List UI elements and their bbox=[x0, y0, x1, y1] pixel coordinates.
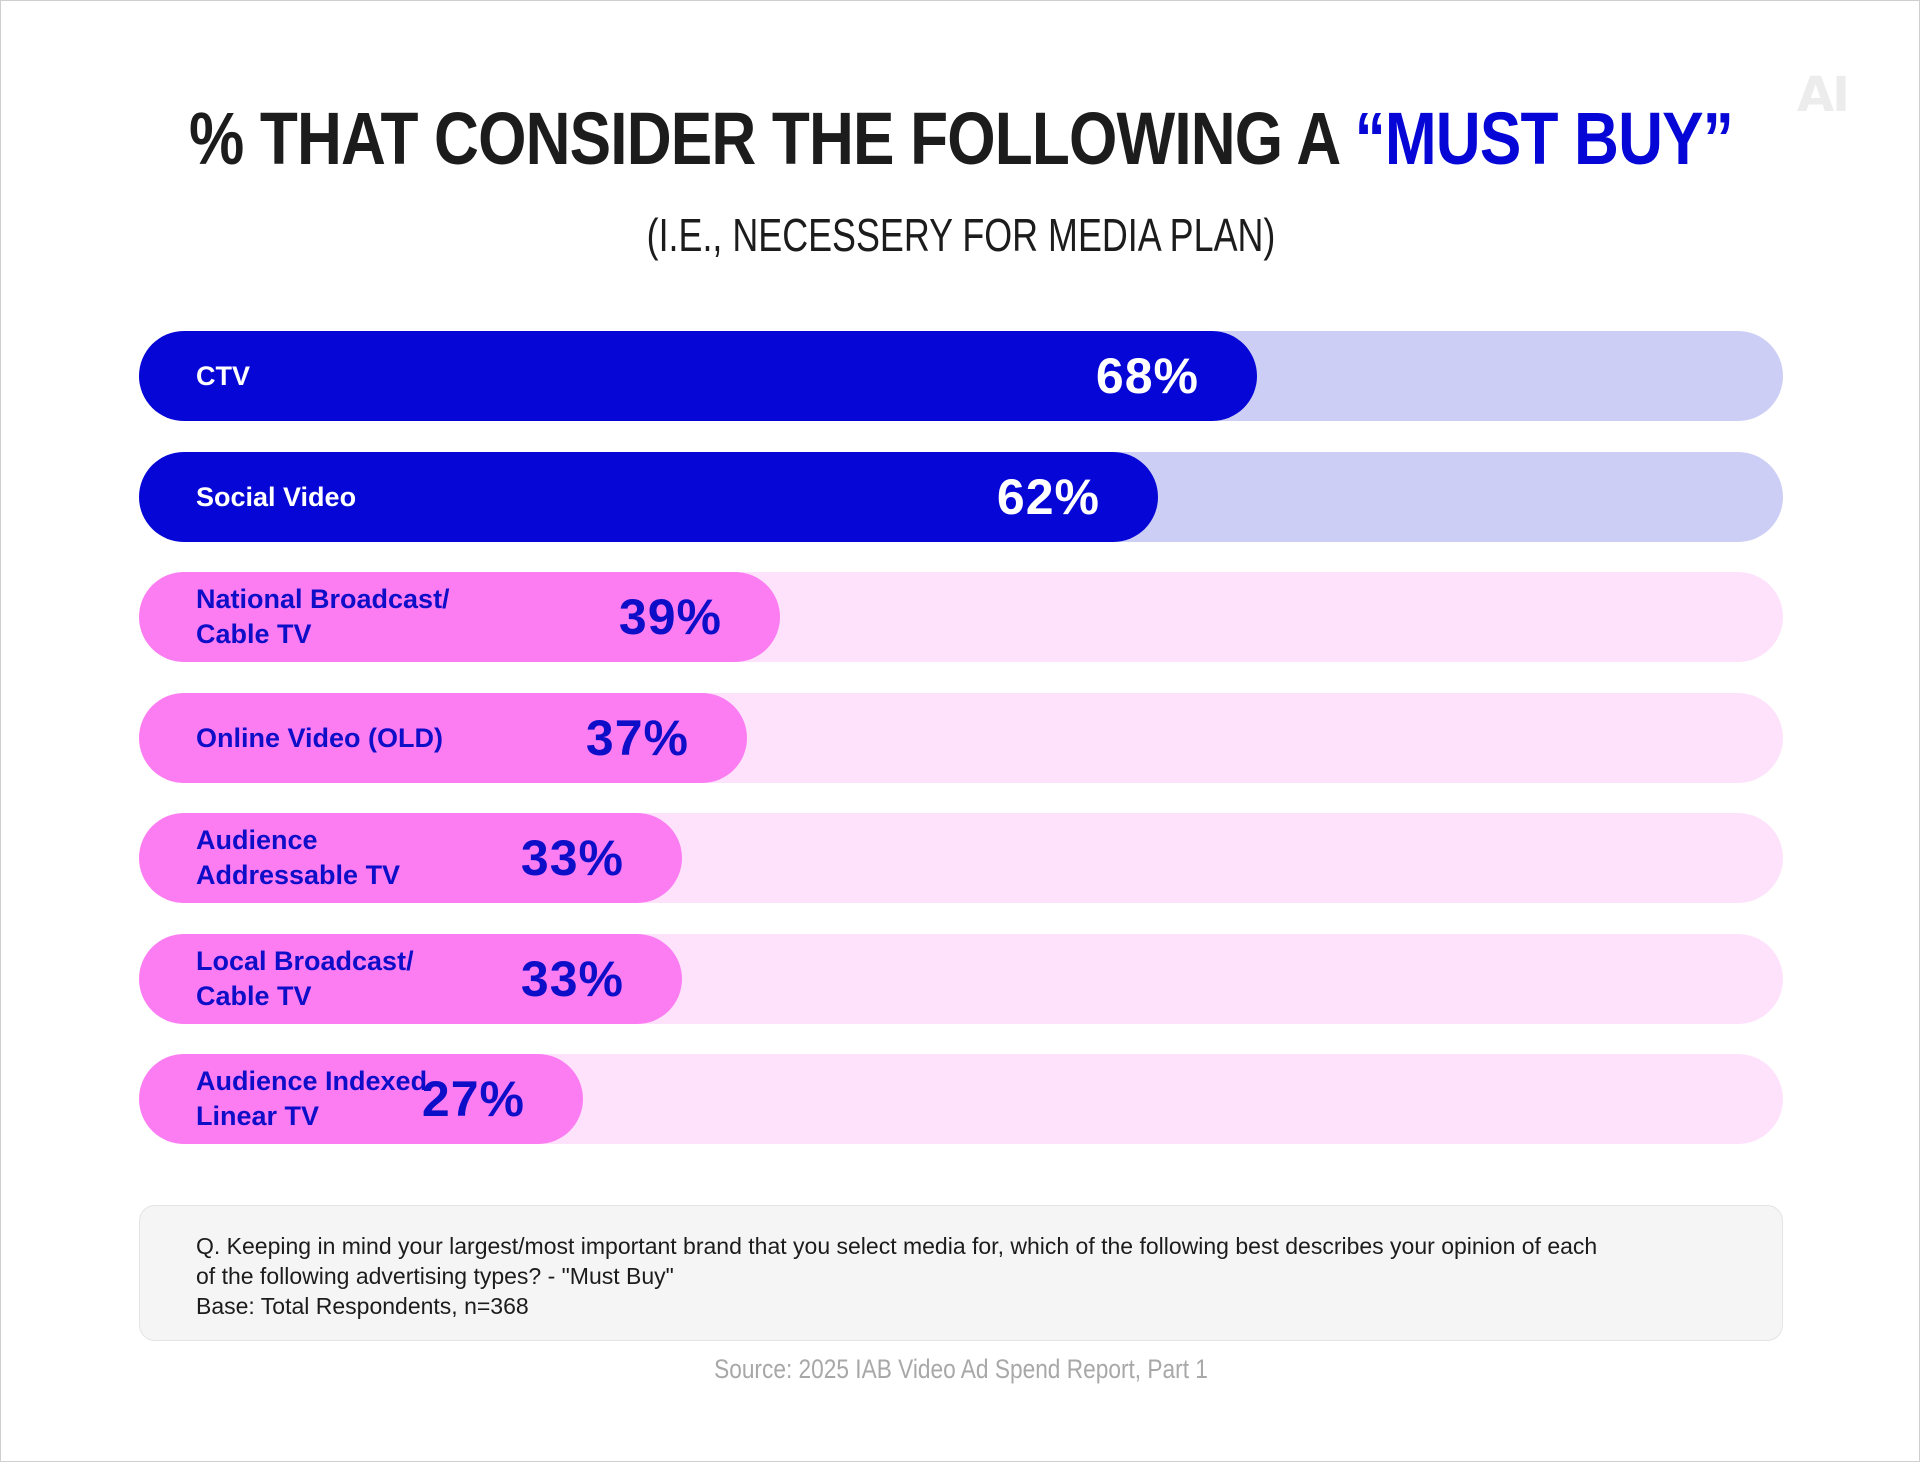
bar-0 bbox=[139, 331, 1257, 421]
bar-label-2: National Broadcast/ Cable TV bbox=[196, 584, 450, 649]
chart-title: % THAT CONSIDER THE FOLLOWING A “MUST BU… bbox=[155, 97, 1768, 181]
bar-value-2: 39% bbox=[618, 589, 722, 645]
bar-label-3: Online Video (OLD) bbox=[196, 722, 444, 753]
note-line-2: of the following advertising types? - "M… bbox=[196, 1263, 674, 1289]
bar-value-6: 27% bbox=[421, 1071, 525, 1127]
bar-3 bbox=[139, 693, 747, 783]
bar-label-1: Social Video bbox=[196, 481, 357, 512]
bar-6 bbox=[139, 1054, 583, 1144]
bar-label-6: Audience Indexed Linear TV bbox=[196, 1066, 428, 1131]
bar-chart: CTV 68% Social Video 62% National Broadcast/… bbox=[1, 1, 1919, 1201]
bar-value-0: 68% bbox=[1095, 348, 1199, 404]
question-note: Q. Keeping in mind your largest/most imp… bbox=[139, 1205, 1783, 1341]
bar-value-4: 33% bbox=[520, 830, 624, 886]
title-prefix: % THAT CONSIDER THE FOLLOWING A bbox=[189, 97, 1355, 180]
bar-2 bbox=[139, 572, 780, 662]
chart-subtitle: (I.E., NECESSERY FOR MEDIA PLAN) bbox=[646, 209, 1276, 261]
source-text: Source: 2025 IAB Video Ad Spend Report, … bbox=[714, 1354, 1208, 1384]
bar-label-4: Audience Addressable TV bbox=[196, 825, 401, 890]
title-highlight: “MUST BUY” bbox=[1354, 97, 1734, 180]
brand-logo: AI bbox=[1797, 67, 1850, 123]
bar-label-5: Local Broadcast/ Cable TV bbox=[196, 946, 414, 1011]
bar-4 bbox=[139, 813, 682, 903]
note-line-1: Q. Keeping in mind your largest/most imp… bbox=[196, 1233, 1598, 1259]
bar-1 bbox=[139, 452, 1158, 542]
bar-value-1: 62% bbox=[996, 469, 1100, 525]
bar-label-0: CTV bbox=[196, 360, 250, 391]
bar-5 bbox=[139, 934, 682, 1024]
note-line-3: Base: Total Respondents, n=368 bbox=[196, 1293, 529, 1319]
bar-value-5: 33% bbox=[520, 951, 624, 1007]
bar-value-3: 37% bbox=[585, 710, 689, 766]
